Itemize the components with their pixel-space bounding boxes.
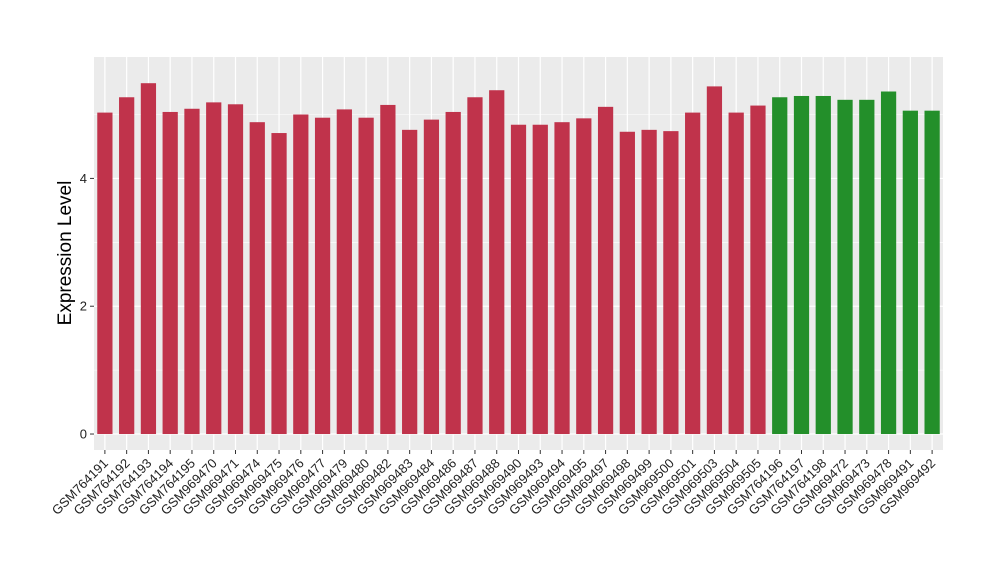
y-axis: 0 2 4 (80, 171, 94, 442)
bar-GSM764197 (793, 95, 810, 435)
bar-GSM969488 (489, 90, 505, 435)
bar-GSM969500 (663, 131, 679, 435)
bar-GSM969472 (837, 99, 853, 435)
bar-GSM764192 (119, 97, 135, 435)
bar-GSM969505 (750, 105, 766, 435)
bar-GSM969499 (641, 129, 657, 435)
bar-GSM969486 (445, 111, 461, 435)
y-tick-label: 4 (80, 171, 87, 186)
bar-GSM969470 (206, 102, 222, 435)
bar-GSM969483 (402, 129, 418, 435)
bar-GSM764195 (184, 108, 200, 435)
bar-GSM969476 (293, 114, 309, 435)
bar-GSM969482 (380, 104, 396, 435)
bar-GSM969501 (685, 112, 701, 435)
bar-GSM764193 (140, 83, 157, 435)
bar-GSM969492 (924, 110, 940, 435)
bar-GSM969493 (532, 124, 548, 435)
bar-GSM969503 (706, 86, 723, 435)
bar-GSM969495 (576, 118, 592, 435)
bar-GSM764196 (772, 97, 788, 435)
bar-GSM969487 (467, 97, 483, 435)
bar-GSM969471 (227, 104, 244, 435)
bar-GSM969497 (597, 106, 614, 435)
bar-GSM969480 (358, 117, 374, 435)
y-axis-title: Expression Level (55, 181, 76, 326)
bar-GSM969490 (510, 124, 527, 435)
bar-GSM969494 (554, 122, 570, 435)
x-axis: GSM764191GSM764192GSM764193GSM764194GSM7… (49, 450, 938, 518)
bar-GSM969491 (902, 110, 918, 435)
y-tick-label: 0 (80, 427, 87, 442)
bar-GSM764198 (815, 95, 831, 435)
bar-GSM969504 (728, 112, 744, 435)
bar-GSM969484 (423, 119, 440, 435)
bar-GSM969478 (880, 91, 897, 435)
bar-GSM764191 (97, 112, 113, 435)
bar-GSM969498 (619, 131, 635, 435)
y-tick-label: 2 (80, 299, 87, 314)
bar-GSM969479 (336, 109, 352, 435)
bar-GSM764194 (162, 111, 178, 435)
bar-GSM969477 (314, 117, 331, 435)
bars (97, 83, 940, 435)
bar-GSM969475 (271, 133, 287, 435)
bar-GSM969473 (859, 99, 875, 435)
bar-GSM969474 (249, 122, 265, 435)
